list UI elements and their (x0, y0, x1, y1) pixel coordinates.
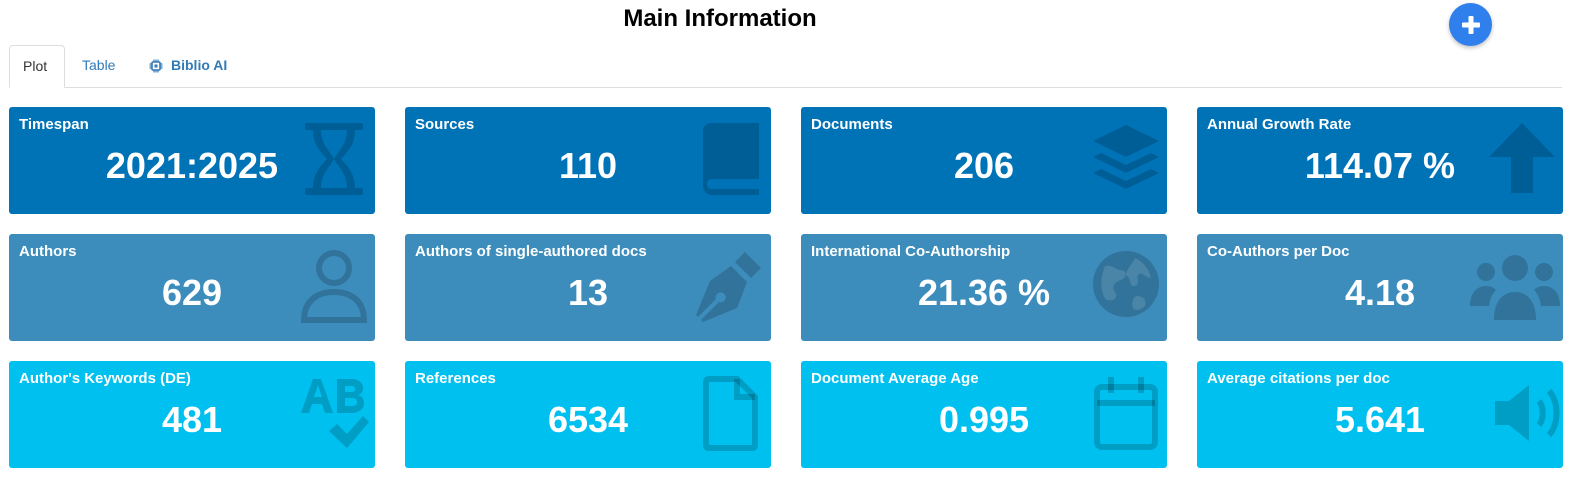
card-label: Author's Keywords (DE) (19, 370, 191, 387)
tab-biblio-ai[interactable]: Biblio AI (136, 45, 240, 86)
card-value: 13 (567, 272, 609, 313)
tab-plot-label: Plot (23, 58, 48, 74)
page-title: Main Information (623, 5, 817, 32)
book-icon (703, 123, 759, 195)
card-value: 6534 (547, 399, 629, 440)
card-author-keywords: Author's Keywords (DE) 481 (9, 361, 375, 468)
card-label: International Co-Authorship (811, 243, 1011, 260)
card-authors: Authors 629 (9, 234, 375, 341)
card-label: Authors (19, 243, 77, 260)
card-value: 5.641 (1334, 399, 1426, 440)
volume-icon (1495, 385, 1560, 441)
pen-nib-icon (696, 252, 761, 322)
file-icon (703, 376, 758, 451)
tab-bar: Plot Table Biblio AI (9, 45, 1562, 88)
card-references: References 6534 (405, 361, 771, 468)
card-documents: Documents 206 (801, 107, 1167, 214)
spell-check-icon (301, 379, 369, 448)
layers-icon (1093, 125, 1159, 189)
tab-table-label: Table (82, 57, 116, 73)
card-label: Average citations per doc (1207, 370, 1390, 387)
globe-icon (1093, 251, 1159, 317)
card-label: Co-Authors per Doc (1207, 243, 1350, 260)
tab-plot[interactable]: Plot (9, 45, 65, 88)
card-value: 481 (161, 399, 223, 440)
arrow-up-icon (1489, 123, 1555, 193)
calendar-icon (1094, 377, 1158, 450)
card-value: 4.18 (1344, 272, 1416, 313)
card-label: Sources (415, 116, 475, 133)
card-single-authored: Authors of single-authored docs 13 (405, 234, 771, 341)
card-average-citations: Average citations per doc 5.641 (1197, 361, 1563, 468)
microchip-icon (149, 59, 163, 72)
add-button[interactable] (1449, 3, 1492, 46)
card-value: 206 (953, 145, 1015, 186)
card-value: 2021:2025 (105, 145, 279, 186)
tab-biblio-ai-label: Biblio AI (171, 57, 228, 73)
card-coauthors-per-doc: Co-Authors per Doc 4.18 (1197, 234, 1563, 341)
users-icon (1470, 255, 1560, 320)
user-icon (300, 250, 368, 323)
card-timespan: Timespan 2021:2025 (9, 107, 375, 214)
card-value: 110 (558, 145, 618, 186)
card-label: Authors of single-authored docs (415, 243, 647, 260)
card-label: References (415, 370, 496, 387)
card-sources: Sources 110 (405, 107, 771, 214)
tab-table[interactable]: Table (69, 45, 128, 86)
card-value: 21.36 % (917, 272, 1051, 313)
card-label: Documents (811, 116, 893, 133)
card-label: Document Average Age (811, 370, 979, 387)
card-value: 629 (161, 272, 223, 313)
card-label: Timespan (19, 116, 89, 133)
card-annual-growth-rate: Annual Growth Rate 114.07 % (1197, 107, 1563, 214)
card-international-coauthorship: International Co-Authorship 21.36 % (801, 234, 1167, 341)
card-document-average-age: Document Average Age 0.995 (801, 361, 1167, 468)
plus-icon (1461, 15, 1480, 34)
card-value: 0.995 (938, 399, 1030, 440)
card-label: Annual Growth Rate (1207, 116, 1352, 133)
card-value: 114.07 % (1304, 145, 1456, 186)
hourglass-icon (305, 123, 363, 195)
